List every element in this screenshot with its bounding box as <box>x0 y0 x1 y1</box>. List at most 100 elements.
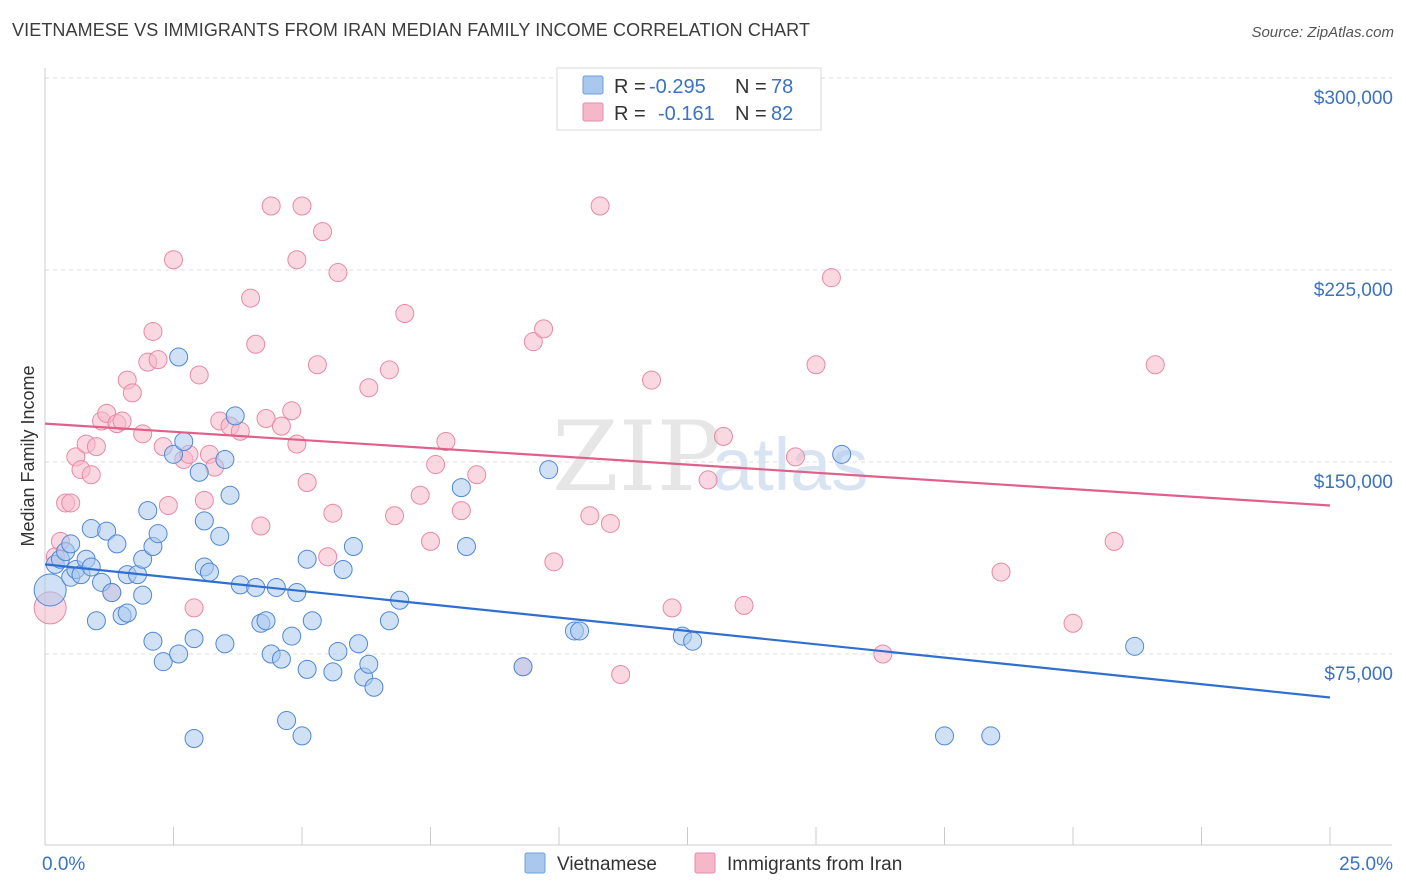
iran-point <box>194 490 214 510</box>
iran-point <box>451 501 471 521</box>
vietnamese-point <box>148 524 168 544</box>
vietnamese-point <box>451 478 471 498</box>
vietnamese-point <box>297 549 317 569</box>
iran-point <box>292 196 312 216</box>
y-tick-label: $75,000 <box>1324 664 1393 685</box>
vietnamese-point <box>138 501 158 521</box>
iran-point <box>534 319 554 339</box>
iran-point <box>806 355 826 375</box>
vietnamese-point <box>282 626 302 646</box>
iran-point <box>734 595 754 615</box>
vietnamese-point <box>133 585 153 605</box>
iran-point <box>642 370 662 390</box>
vietnamese-point <box>153 652 173 672</box>
vietnamese-point <box>349 634 369 654</box>
vietnamese-point <box>143 631 163 651</box>
iran-point <box>821 268 841 288</box>
axes <box>44 68 1392 846</box>
vietnamese-point <box>225 406 245 426</box>
iran-point <box>256 408 276 428</box>
vietnamese-point <box>215 449 235 469</box>
iran-point <box>713 426 733 446</box>
iran-point <box>1063 613 1083 633</box>
vietnamese-point <box>169 347 189 367</box>
vietnamese-point <box>277 711 297 731</box>
legend-box: R = -0.295 N = 78 R = -0.161 N = 82 <box>556 67 822 131</box>
y-tick-labels: $75,000 $150,000 $225,000 $300,000 <box>1314 88 1393 685</box>
bottom-legend-label-iran: Immigrants from Iran <box>727 854 902 875</box>
vietnamese-point <box>117 603 137 623</box>
iran-point <box>600 513 620 533</box>
legend-r-value-2: -0.161 <box>658 103 715 125</box>
vietnamese-point <box>215 634 235 654</box>
vietnamese-point <box>194 511 214 531</box>
vietnamese-point <box>97 521 117 541</box>
vietnamese-point <box>292 726 312 746</box>
vietnamese-point <box>379 611 399 631</box>
vietnamese-point <box>220 485 240 505</box>
vietnamese-point <box>86 611 106 631</box>
legend-n-label-1: N = <box>735 76 767 98</box>
y-tick-label: $300,000 <box>1314 88 1393 109</box>
vietnamese-point <box>33 573 67 607</box>
iran-point <box>86 437 106 457</box>
vietnamese-point <box>61 534 81 554</box>
vietnamese-point <box>184 728 204 748</box>
legend-swatch-vietnamese <box>582 75 604 95</box>
x-tick-label-max: 25.0% <box>1339 854 1393 875</box>
grid-lines <box>45 77 1392 655</box>
iran-point <box>189 365 209 385</box>
legend-n-label-2: N = <box>735 103 767 125</box>
iran-point <box>580 506 600 526</box>
iran-point <box>873 644 893 664</box>
vietnamese-point <box>333 560 353 580</box>
vietnamese-point <box>169 644 189 664</box>
chart-title: VIETNAMESE VS IMMIGRANTS FROM IRAN MEDIA… <box>12 20 811 40</box>
iran-point <box>184 598 204 618</box>
vietnamese-point <box>328 641 348 661</box>
legend-r-value-1: -0.295 <box>649 76 706 98</box>
vietnamese-trend-line <box>44 563 1331 699</box>
vietnamese-point <box>184 629 204 649</box>
iran-point <box>61 493 81 513</box>
chart-source: Source: ZipAtlas.com <box>1251 24 1394 41</box>
iran-point <box>467 465 487 485</box>
iran-point <box>112 411 132 431</box>
vietnamese-point <box>513 657 533 677</box>
vietnamese-point <box>456 536 476 556</box>
iran-point <box>261 196 281 216</box>
vietnamese-point <box>935 726 954 746</box>
iran-point <box>81 465 101 485</box>
iran-point <box>158 496 178 516</box>
iran-point <box>287 250 307 270</box>
iran-point <box>307 355 327 375</box>
vietnamese-point <box>302 611 322 631</box>
iran-point <box>313 222 333 242</box>
x-tick-label-min: 0.0% <box>42 854 85 875</box>
iran-point <box>246 334 266 354</box>
iran-point <box>991 562 1011 582</box>
iran-point <box>323 503 343 523</box>
iran-point <box>395 304 415 324</box>
vietnamese-point <box>364 677 384 697</box>
iran-point <box>148 350 168 370</box>
iran-point <box>271 416 291 436</box>
iran-point <box>785 447 805 467</box>
iran-point <box>590 196 610 216</box>
iran-point <box>282 401 302 421</box>
iran-point <box>328 263 348 283</box>
vietnamese-point <box>81 557 101 577</box>
iran-point <box>287 434 307 454</box>
vietnamese-point <box>343 536 363 556</box>
iran-point <box>544 552 564 572</box>
series-vietnamese <box>33 347 1145 748</box>
iran-point <box>241 288 261 308</box>
iran-point <box>318 547 338 567</box>
iran-point <box>379 360 399 380</box>
vietnamese-point <box>107 534 127 554</box>
iran-trend-line <box>44 422 1331 507</box>
bottom-legend-label-vietnamese: Vietnamese <box>557 854 657 875</box>
x-tick-labels: 0.0% 25.0% <box>42 854 1393 875</box>
vietnamese-point <box>323 662 343 682</box>
